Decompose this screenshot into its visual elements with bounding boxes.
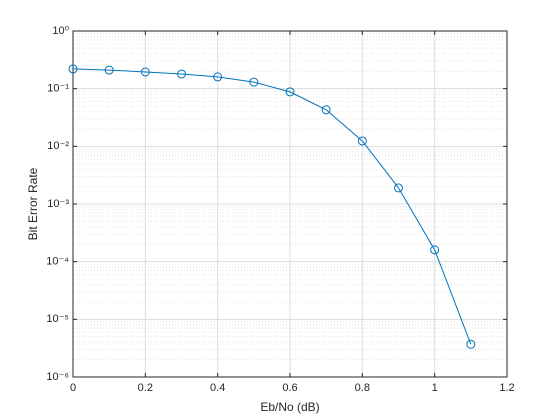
y-axis-label: Bit Error Rate xyxy=(26,167,40,240)
y-tick-label: 10⁻³ xyxy=(47,198,69,210)
y-tick-label: 10⁻¹ xyxy=(47,83,69,95)
x-tick-label: 0 xyxy=(70,382,76,394)
marker xyxy=(394,183,403,193)
marker xyxy=(213,72,223,82)
x-tick-label: 0.4 xyxy=(210,382,225,394)
marker xyxy=(249,77,259,87)
marker xyxy=(177,69,186,79)
marker xyxy=(68,64,78,74)
marker xyxy=(430,245,440,255)
x-tick-label: 0.2 xyxy=(138,382,153,394)
series-line xyxy=(72,68,472,345)
x-tick-label: 0.6 xyxy=(282,382,297,394)
marker xyxy=(140,67,150,77)
marker xyxy=(357,136,367,146)
x-tick-label: 0.8 xyxy=(355,382,370,394)
grid xyxy=(72,30,508,378)
x-tick-label: 1 xyxy=(432,382,438,394)
marker xyxy=(285,87,295,97)
axes-box xyxy=(72,30,508,378)
y-tick-label: 10⁻⁵ xyxy=(46,313,69,325)
marker xyxy=(104,65,114,75)
x-tick-label: 1.2 xyxy=(499,382,514,394)
x-axis-label: Eb/No (dB) xyxy=(260,400,319,414)
marker xyxy=(466,339,476,349)
y-tick-label: 10⁰ xyxy=(52,25,69,37)
y-tick-label: 10⁻⁴ xyxy=(46,256,69,268)
marker xyxy=(321,105,331,115)
y-tick-label: 10⁻⁶ xyxy=(46,371,69,383)
y-tick-label: 10⁻² xyxy=(47,140,69,152)
